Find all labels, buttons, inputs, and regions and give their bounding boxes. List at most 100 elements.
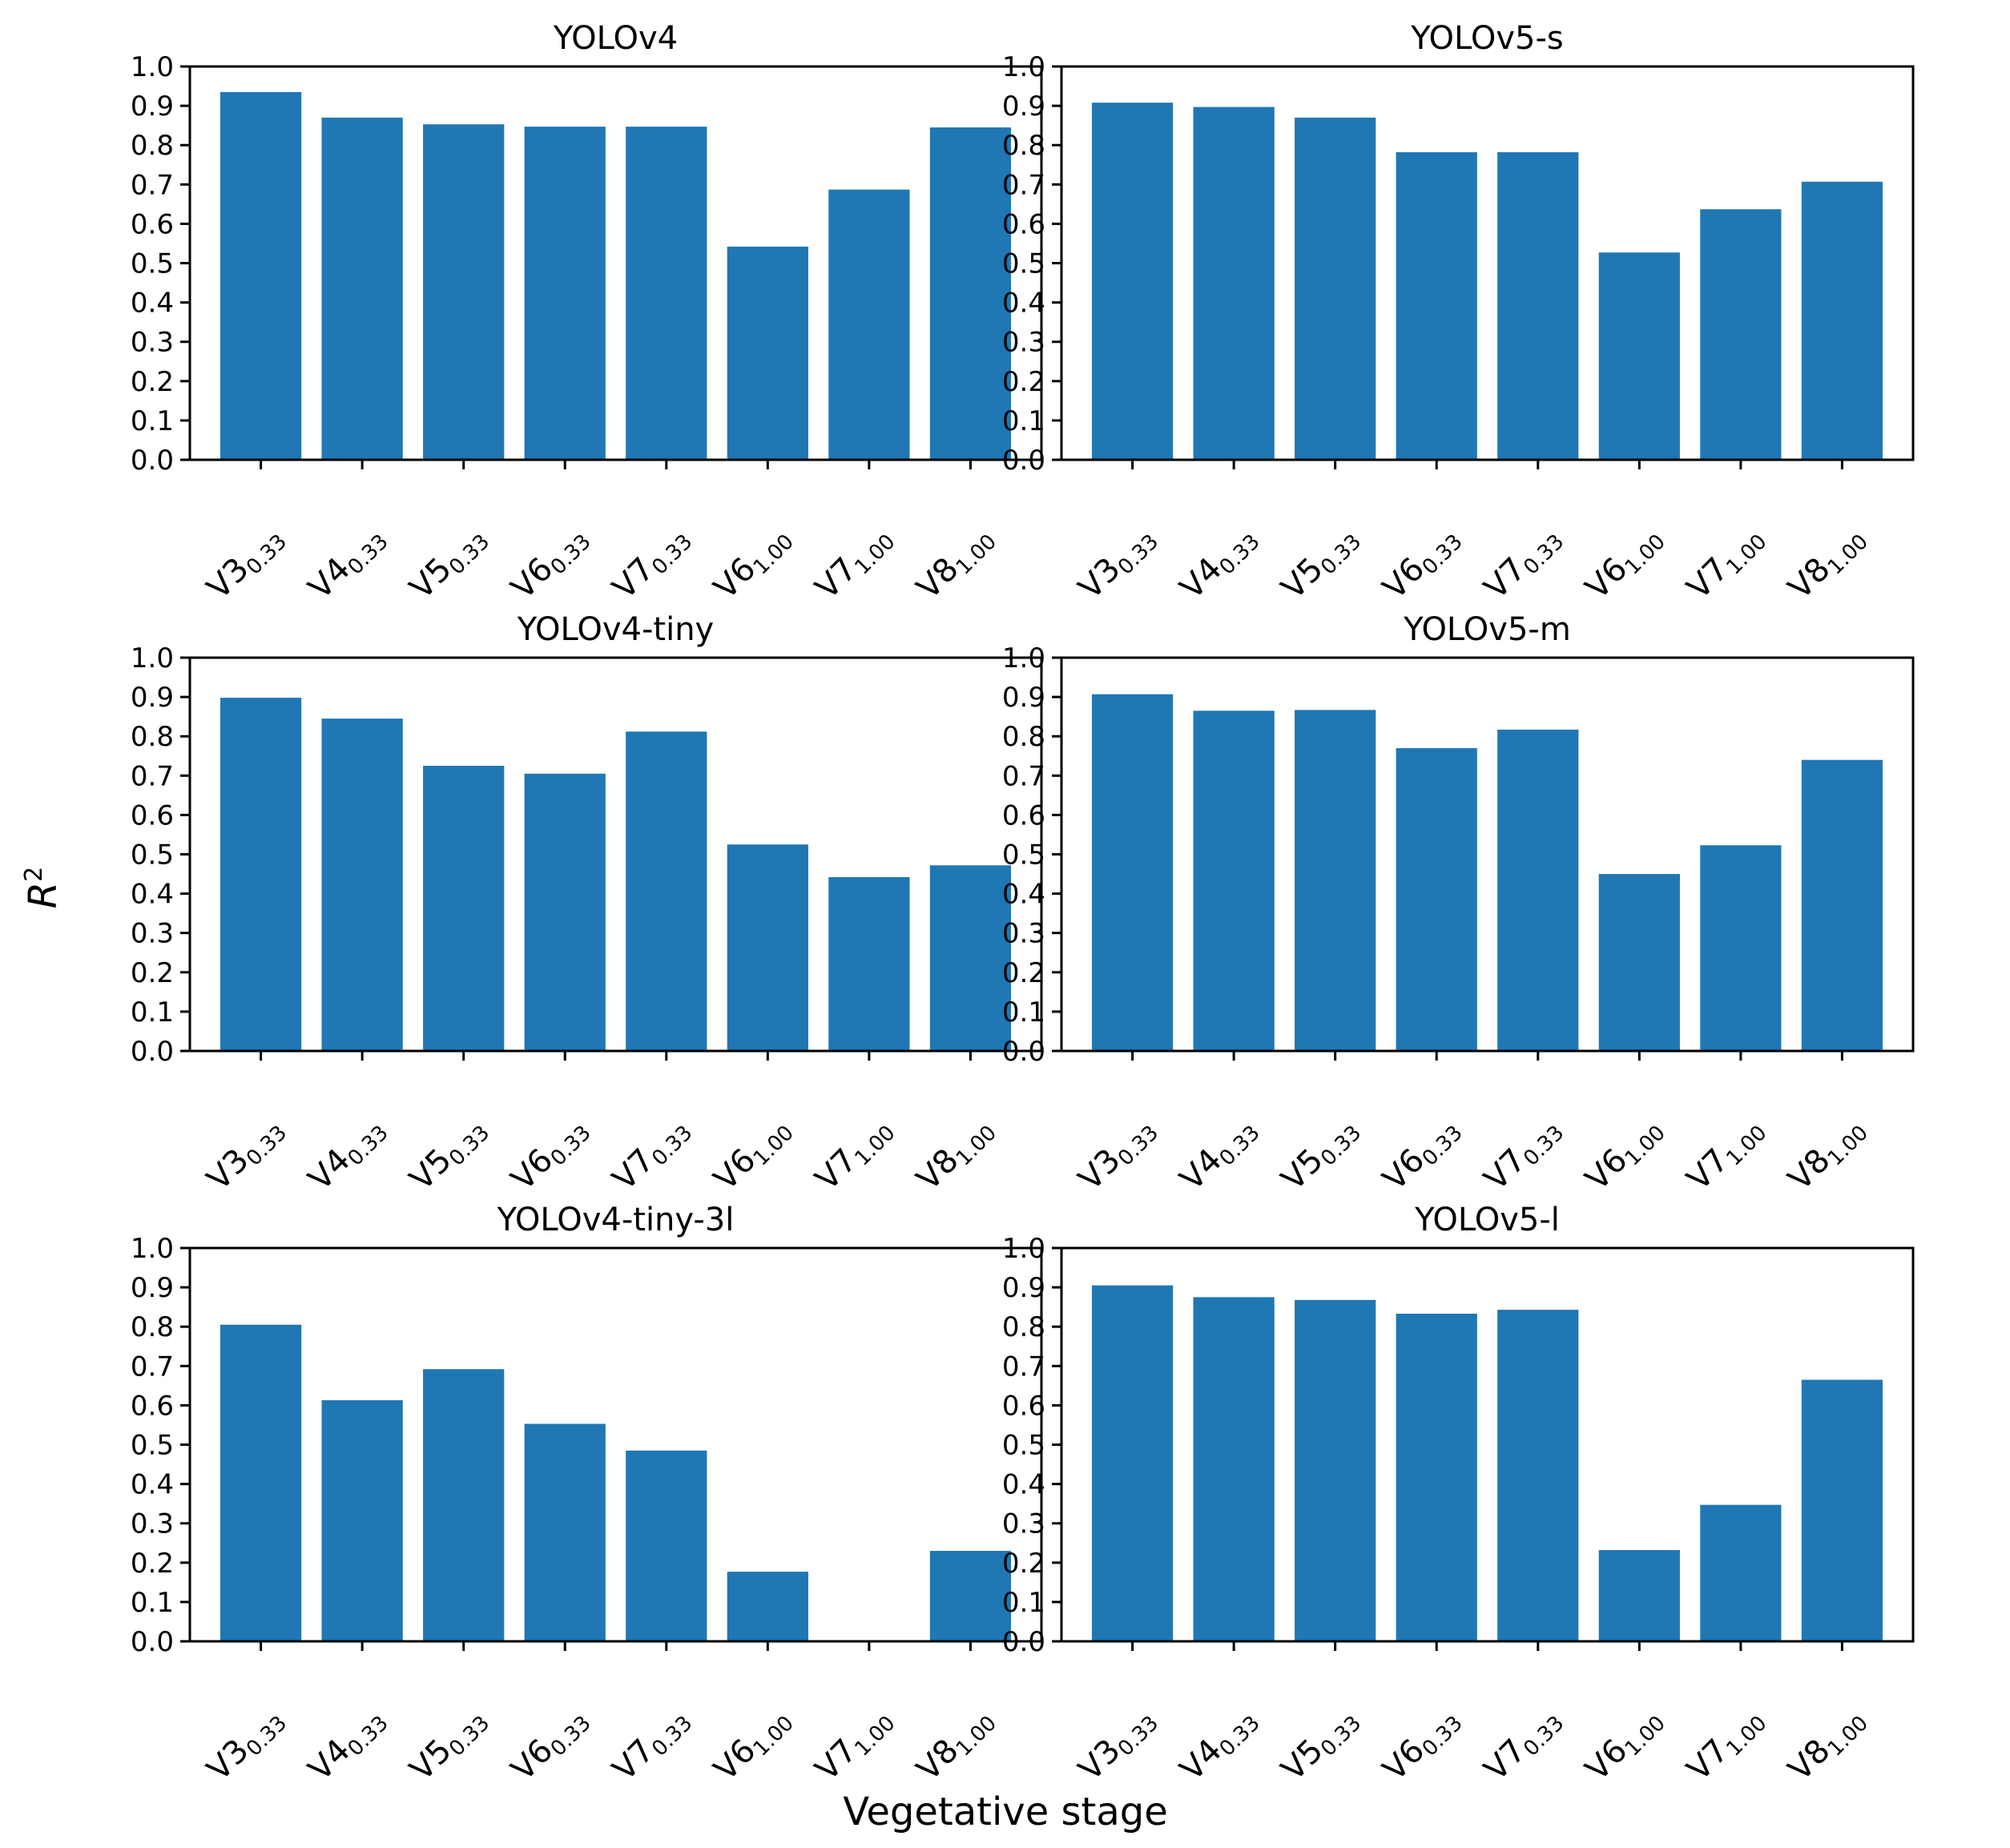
bar-v3-0-33: [1091, 103, 1174, 460]
y-tick-label: 1.0: [1002, 51, 1045, 83]
bar-v8-1-00: [929, 1551, 1012, 1641]
y-tick-label: 0.4: [131, 288, 174, 320]
bar-v6-1-00: [727, 1572, 808, 1641]
bar-v4-0-33: [1193, 1297, 1275, 1641]
bar-v8-1-00: [1801, 759, 1883, 1051]
y-tick-label: 0.9: [1002, 91, 1045, 123]
bar-v6-0-33: [1396, 1313, 1477, 1641]
y-tick-label: 0.0: [131, 1036, 174, 1068]
y-tick-label: 0.8: [131, 721, 174, 753]
y-tick-label: 1.0: [131, 51, 174, 83]
bar-v7-0-33: [1497, 729, 1579, 1051]
figure-x-axis-label: Vegetative stage: [843, 1790, 1167, 1834]
axes-frame: [188, 1246, 1043, 1643]
figure-y-axis-label: R2: [20, 867, 66, 908]
axes-frame: [188, 65, 1043, 461]
bar-v5-0-33: [423, 124, 505, 460]
bar-v4-0-33: [321, 719, 403, 1051]
y-tick-label: 0.6: [1002, 799, 1045, 831]
bar-v8-1-00: [929, 127, 1012, 461]
panel-title: YOLOv5-s: [1410, 20, 1563, 57]
bar-v6-1-00: [1598, 252, 1680, 460]
panel-title: YOLOv4-tiny: [517, 611, 714, 648]
y-tick-label: 0.1: [1002, 405, 1045, 437]
y-tick-label: 0.5: [131, 839, 174, 872]
y-tick-label: 0.2: [131, 366, 174, 398]
y-tick-label: 0.8: [1002, 130, 1045, 162]
bar-v8-1-00: [929, 865, 1012, 1051]
bar-v6-1-00: [727, 246, 808, 460]
y-tick-label: 0.7: [131, 169, 174, 201]
bar-v6-0-33: [524, 773, 606, 1051]
y-tick-label: 1.0: [131, 1233, 174, 1265]
y-tick-label: 0.2: [131, 957, 174, 989]
panel-yolov5-m: YOLOv5-m 0.0 0.1 0.2 0.3 0.4 0.5 0.6 0.7 0.8 0.9 1.…: [1002, 611, 1915, 1198]
y-tick-label: 0.4: [131, 879, 174, 911]
bar-v6-0-33: [524, 127, 606, 461]
figure-y-axis-label-superscript: 2: [20, 867, 48, 882]
bar-v8-1-00: [1801, 1379, 1883, 1641]
panel-title: YOLOv4: [553, 20, 678, 57]
y-tick-label: 0.1: [131, 405, 174, 437]
bar-v7-0-33: [626, 731, 707, 1051]
y-tick-label: 0.8: [1002, 1311, 1045, 1343]
y-tick-label: 0.9: [1002, 682, 1045, 714]
y-tick-label: 0.3: [131, 1508, 174, 1540]
bar-v4-0-33: [321, 1400, 403, 1641]
y-tick-label: 0.0: [131, 445, 174, 477]
y-tick-label: 0.7: [1002, 1351, 1045, 1383]
y-tick-label: 0.6: [131, 1390, 174, 1422]
axes-frame: [1060, 65, 1915, 461]
y-tick-label: 0.3: [1002, 918, 1045, 950]
bar-v6-1-00: [1598, 1550, 1680, 1641]
axes-frame: [188, 656, 1043, 1053]
y-tick-label: 0.9: [1002, 1272, 1045, 1304]
y-tick-label: 0.3: [131, 918, 174, 950]
y-tick-label: 0.3: [1002, 327, 1045, 359]
bar-v6-0-33: [1396, 747, 1477, 1051]
y-tick-label: 0.6: [131, 799, 174, 831]
y-tick-label: 0.5: [1002, 839, 1045, 872]
bar-v7-0-33: [626, 127, 707, 461]
bar-v6-1-00: [727, 844, 808, 1051]
y-tick-label: 0.9: [131, 682, 174, 714]
y-tick-label: 0.7: [131, 1351, 174, 1383]
y-tick-label: 0.8: [131, 1311, 174, 1343]
y-tick-label: 0.1: [1002, 996, 1045, 1029]
panel-yolov5-l: YOLOv5-l 0.0 0.1 0.2 0.3 0.4 0.5 0.6 0.7 0.8 0.9 1.…: [1002, 1202, 1915, 1788]
bar-v3-0-33: [1091, 694, 1174, 1051]
y-tick-label: 0.7: [1002, 169, 1045, 201]
y-tick-label: 0.4: [1002, 1469, 1045, 1501]
y-tick-label: 0.8: [131, 130, 174, 162]
bar-v7-1-00: [828, 189, 910, 461]
y-tick-label: 0.2: [1002, 957, 1045, 989]
bar-v7-0-33: [626, 1450, 707, 1641]
bar-v7-1-00: [1700, 845, 1782, 1051]
y-tick-label: 0.2: [131, 1548, 174, 1580]
y-tick-label: 0.0: [1002, 1036, 1045, 1068]
panel-title: YOLOv5-l: [1414, 1202, 1560, 1238]
bar-v5-0-33: [1295, 117, 1376, 460]
bar-v3-0-33: [220, 698, 302, 1051]
y-tick-label: 0.2: [1002, 366, 1045, 398]
y-tick-label: 0.8: [1002, 721, 1045, 753]
axes-frame: [1060, 1246, 1915, 1643]
y-tick-label: 0.5: [131, 1430, 174, 1462]
y-tick-label: 0.6: [131, 208, 174, 240]
panel-title: YOLOv4-tiny-3l: [497, 1202, 735, 1238]
y-tick-label: 0.7: [1002, 760, 1045, 792]
y-tick-label: 0.1: [131, 1587, 174, 1619]
y-tick-label: 1.0: [1002, 642, 1045, 674]
bar-v3-0-33: [220, 1324, 302, 1641]
bar-v3-0-33: [220, 91, 302, 460]
bar-v6-0-33: [1396, 152, 1477, 460]
y-tick-label: 0.6: [1002, 1390, 1045, 1422]
bar-v4-0-33: [1193, 711, 1275, 1051]
bar-v6-0-33: [524, 1423, 606, 1641]
axes-frame: [1060, 656, 1915, 1053]
y-tick-label: 1.0: [131, 642, 174, 674]
y-tick-label: 0.5: [131, 248, 174, 280]
y-tick-label: 0.9: [131, 91, 174, 123]
y-tick-label: 0.6: [1002, 208, 1045, 240]
